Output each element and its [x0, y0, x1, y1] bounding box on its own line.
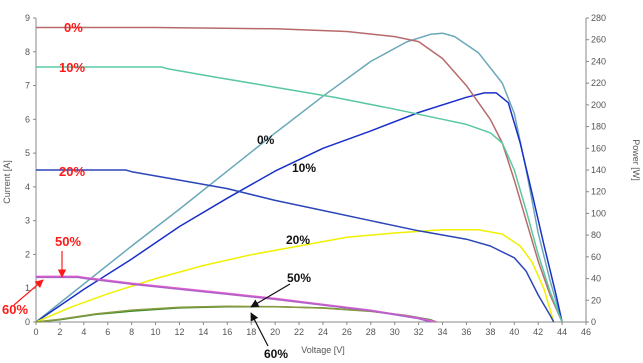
power-curve-60pct — [35, 305, 436, 323]
x-tick-label: 38 — [485, 327, 495, 337]
x-tick-label: 22 — [294, 327, 304, 337]
label-power-60: 60% — [264, 347, 288, 361]
x-tick-label: 28 — [366, 327, 376, 337]
x-tick-label: 6 — [105, 327, 110, 337]
x-tick-label: 10 — [151, 327, 161, 337]
label-current-0: 0% — [64, 20, 83, 35]
y-right-tick-label: 200 — [591, 100, 606, 110]
arrow-60-black — [250, 312, 269, 347]
y-right-tick-label: 100 — [591, 208, 606, 218]
x-tick-label: 8 — [129, 327, 134, 337]
y-left-axis-title: Current [A] — [2, 160, 12, 204]
x-axis-title: Voltage [V] — [301, 345, 345, 355]
y-right-tick-label: 240 — [591, 56, 606, 66]
y-left-tick-label: 2 — [25, 249, 30, 259]
current-curve-0pct — [36, 26, 563, 323]
y-left-tick-label: 3 — [25, 216, 30, 226]
x-tick-label: 42 — [533, 327, 543, 337]
x-tick-label: 44 — [557, 327, 567, 337]
y-left-tick-label: 7 — [25, 81, 30, 91]
x-tick-label: 24 — [318, 327, 328, 337]
x-tick-label: 46 — [581, 327, 591, 337]
label-current-10: 10% — [59, 60, 85, 75]
y-right-tick-label: 20 — [591, 295, 601, 305]
label-current-50: 50% — [55, 234, 81, 249]
axes-layer: 0 2 4 6 8 10 12 14 16 18 20 22 24 26 28 30 32 34 36 38 40 42 4… — [25, 13, 606, 337]
x-tick-label: 34 — [438, 327, 448, 337]
y-left-tick-label: 5 — [25, 148, 30, 158]
y-right-tick-label: 260 — [591, 35, 606, 45]
x-tick-label: 40 — [509, 327, 519, 337]
y-right-tick-label: 280 — [591, 13, 606, 23]
y-right-axis-title: Power [W] — [631, 139, 641, 181]
y-right-tick-label: 0 — [591, 317, 596, 327]
label-power-20: 20% — [286, 233, 310, 247]
current-curve-20pct — [36, 169, 555, 323]
x-tick-label: 0 — [33, 327, 38, 337]
curves-layer — [35, 26, 563, 323]
label-power-50: 50% — [287, 271, 311, 285]
y-left-tick-label: 8 — [25, 47, 30, 57]
y-right-tick-label: 160 — [591, 143, 606, 153]
x-tick-label: 16 — [222, 327, 232, 337]
label-power-0: 0% — [257, 133, 275, 147]
power-curve-10pct — [35, 92, 563, 323]
y-right-tick-label: 140 — [591, 165, 606, 175]
arrow-60-red — [13, 279, 44, 306]
x-tick-label: 20 — [270, 327, 280, 337]
x-tick-label: 30 — [390, 327, 400, 337]
x-tick-label: 12 — [174, 327, 184, 337]
current-curve-60pct — [36, 276, 431, 323]
y-right-tick-label: 80 — [591, 230, 601, 240]
x-tick-label: 26 — [342, 327, 352, 337]
x-tick-label: 4 — [81, 327, 86, 337]
current-curve-10pct — [36, 66, 563, 323]
y-right-tick-label: 180 — [591, 122, 606, 132]
x-tick-label: 18 — [246, 327, 256, 337]
y-right-tick-label: 60 — [591, 252, 601, 262]
arrow-50-black — [250, 283, 291, 308]
y-left-tick-label: 0 — [25, 317, 30, 327]
y-right-tick-label: 220 — [591, 78, 606, 88]
label-current-20: 20% — [59, 164, 85, 179]
x-tick-label: 36 — [461, 327, 471, 337]
y-left-tick-label: 4 — [25, 182, 30, 192]
x-tick-label: 2 — [57, 327, 62, 337]
label-current-60: 60% — [2, 302, 28, 317]
x-tick-label: 32 — [414, 327, 424, 337]
y-right-tick-label: 120 — [591, 187, 606, 197]
y-left-tick-label: 6 — [25, 114, 30, 124]
current-curve-50pct — [36, 275, 437, 323]
y-left-tick-label: 9 — [25, 13, 30, 23]
y-right-tick-label: 40 — [591, 274, 601, 284]
x-tick-label: 14 — [198, 327, 208, 337]
y-left-tick-label: 1 — [25, 283, 30, 293]
power-curve-20pct — [35, 228, 555, 323]
label-power-10: 10% — [292, 161, 316, 175]
